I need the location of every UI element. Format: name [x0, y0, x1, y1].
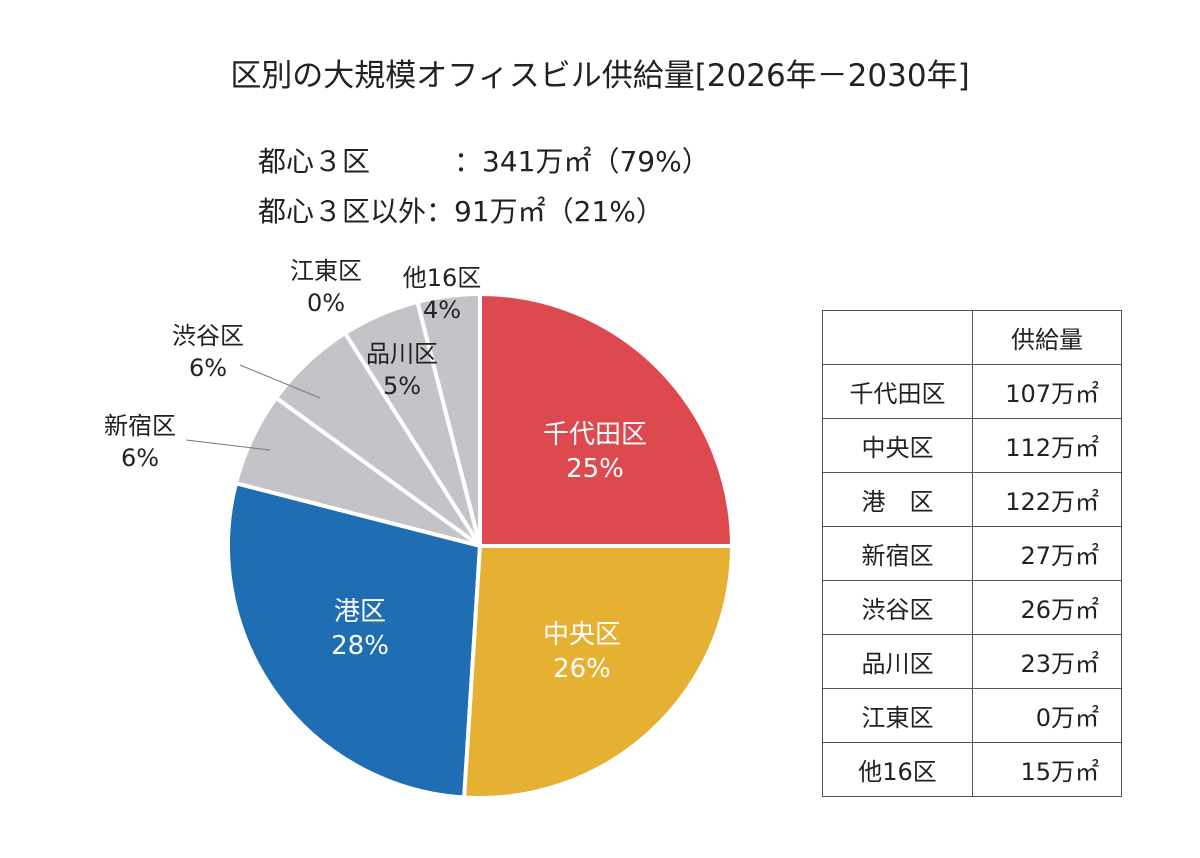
table-cell-supply: 27万㎡ [972, 526, 1122, 581]
summary-value: ：91万㎡（21%） [426, 195, 664, 228]
table-row: 江東区 0万㎡ [822, 688, 1122, 743]
table-cell-ward: 渋谷区 [822, 580, 973, 635]
summary-label: 都心３区 [258, 145, 455, 178]
table-cell-ward: 港 区 [822, 472, 973, 527]
table-cell-supply: 15万㎡ [972, 742, 1122, 797]
table-header-row: 供給量 [822, 310, 1122, 365]
table-cell-supply: 107万㎡ [972, 364, 1122, 419]
table-row: 品川区 23万㎡ [822, 634, 1122, 689]
leader-line-shibuya [239, 364, 321, 399]
slice-label-other16: 他16区 4% [402, 264, 482, 324]
table-cell-supply: 112万㎡ [972, 418, 1122, 473]
leader-line-shinjuku [185, 439, 271, 451]
slice-label-shibuya: 渋谷区 6% [172, 322, 244, 382]
table-row: 千代田区 107万㎡ [822, 364, 1122, 419]
table-cell-supply: 23万㎡ [972, 634, 1122, 689]
slice-label-koto: 江東区 0% [290, 257, 362, 317]
table-cell-ward: 千代田区 [822, 364, 973, 419]
table-header-cell: 供給量 [972, 310, 1122, 365]
chart-title: 区別の大規模オフィスビル供給量[2026年－2030年] [230, 58, 970, 94]
pie-slice-2 [226, 480, 483, 800]
summary-other: 都心３区以外：91万㎡（21%） [258, 190, 664, 230]
slice-label-chiyoda: 千代田区 25% [542, 420, 648, 484]
pie-slice-0 [478, 291, 735, 548]
table-cell-ward: 新宿区 [822, 526, 973, 581]
table-row: 中央区 112万㎡ [822, 418, 1122, 473]
table-cell-ward: 品川区 [822, 634, 973, 689]
table-header-cell [822, 310, 973, 365]
table-cell-ward: 江東区 [822, 688, 973, 743]
pie-slice-1 [462, 544, 735, 800]
table-row: 港 区 122万㎡ [822, 472, 1122, 527]
table-cell-supply: 26万㎡ [972, 580, 1122, 635]
table-cell-ward: 中央区 [822, 418, 973, 473]
table-cell-supply: 0万㎡ [972, 688, 1122, 743]
summary-label: 都心３区以外 [258, 195, 427, 228]
table-row: 渋谷区 26万㎡ [822, 580, 1122, 635]
slice-label-chuo: 中央区 26% [542, 620, 622, 684]
table-row: 他16区 15万㎡ [822, 742, 1122, 797]
summary-value: ：341万㎡（79%） [454, 145, 710, 178]
slice-label-shinagawa: 品川区 5% [366, 340, 438, 400]
slice-label-minato: 港区 28% [331, 597, 389, 661]
table-row: 新宿区 27万㎡ [822, 526, 1122, 581]
slice-label-shinjuku: 新宿区 6% [104, 412, 176, 472]
summary-central-3: 都心３区 ：341万㎡（79%） [258, 140, 710, 180]
table-cell-ward: 他16区 [822, 742, 973, 797]
table-cell-supply: 122万㎡ [972, 472, 1122, 527]
